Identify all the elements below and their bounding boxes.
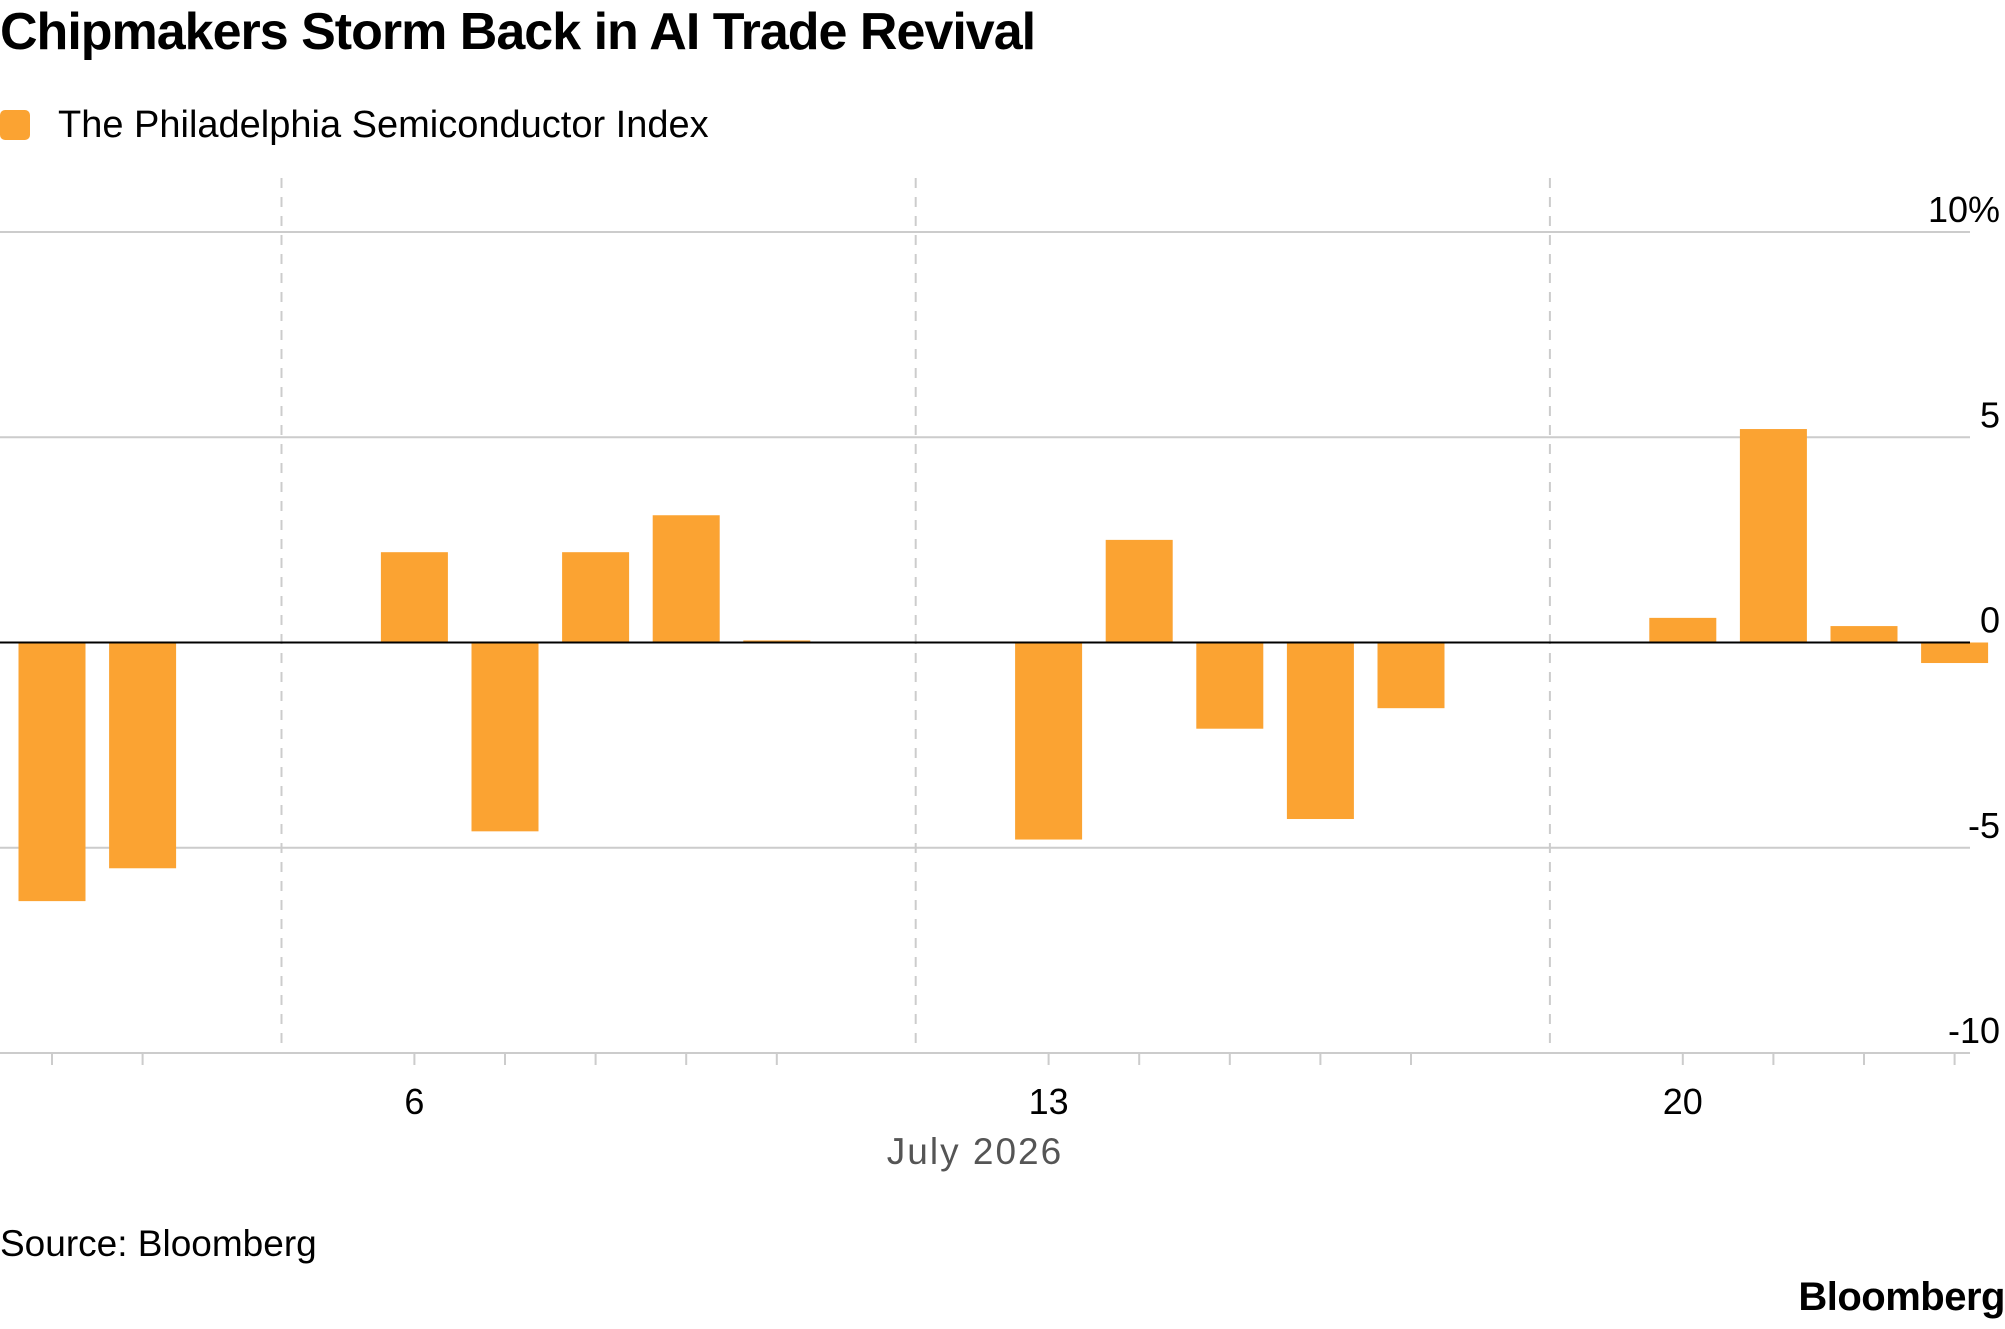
bar bbox=[18, 642, 86, 902]
bar bbox=[380, 552, 448, 643]
bar-layer bbox=[18, 429, 1989, 902]
x-month-label: July 2026 bbox=[887, 1131, 1063, 1172]
week-separator-layer bbox=[280, 178, 1551, 1053]
bar bbox=[1921, 642, 1989, 664]
bar bbox=[652, 515, 720, 643]
y-tick-label: 10% bbox=[1928, 189, 2000, 230]
bar bbox=[471, 642, 539, 832]
axis-layer: 10%50-5-106132027July 2026 bbox=[0, 189, 2000, 1172]
bar bbox=[1830, 626, 1898, 643]
x-tick-label: 13 bbox=[1029, 1081, 1069, 1122]
bar bbox=[1015, 642, 1083, 840]
bar bbox=[1105, 539, 1173, 643]
bar bbox=[1377, 642, 1445, 709]
x-tick-label: 20 bbox=[1663, 1081, 1703, 1122]
legend-swatch bbox=[0, 110, 30, 140]
bar bbox=[1196, 642, 1264, 729]
bar bbox=[1286, 642, 1354, 820]
legend-label: The Philadelphia Semiconductor Index bbox=[58, 103, 709, 146]
x-tick-label: 6 bbox=[404, 1081, 424, 1122]
chart-title: Chipmakers Storm Back in AI Trade Reviva… bbox=[0, 3, 1036, 61]
grid-layer bbox=[0, 231, 1970, 1054]
bar bbox=[109, 642, 177, 869]
y-tick-label: -10 bbox=[1948, 1010, 2000, 1051]
legend: The Philadelphia Semiconductor Index bbox=[0, 100, 709, 150]
y-tick-label: 0 bbox=[1980, 600, 2000, 641]
source-note: Source: Bloomberg bbox=[0, 1223, 317, 1264]
bar bbox=[562, 552, 630, 643]
bar bbox=[1739, 429, 1807, 643]
y-tick-label: -5 bbox=[1968, 805, 2000, 846]
y-tick-label: 5 bbox=[1980, 394, 2000, 435]
bar bbox=[1649, 617, 1717, 643]
bloomberg-logo: Bloomberg bbox=[1798, 1275, 2005, 1319]
bar bbox=[743, 640, 811, 643]
